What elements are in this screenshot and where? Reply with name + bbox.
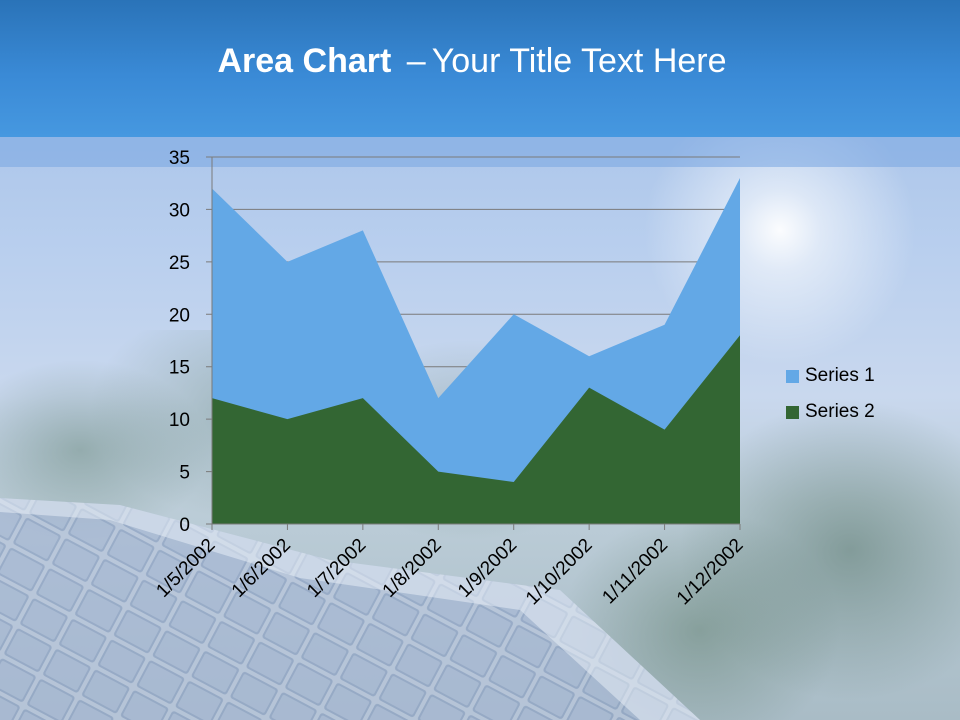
y-tick-label-5: 5: [179, 463, 190, 484]
legend-swatch-series-1: [786, 369, 799, 383]
title-separator: –: [406, 42, 426, 80]
y-tick-label-25: 25: [169, 253, 190, 274]
legend-item-series-2: Series 2: [786, 394, 875, 430]
area-series-2: [212, 335, 740, 524]
x-tick-label-7: 1/11/2002: [598, 535, 672, 609]
x-tick-label-5: 1/9/2002: [454, 535, 521, 602]
slide-title: Area Chart – Your Title Text Here: [0, 42, 944, 81]
y-tick-label-15: 15: [169, 358, 190, 379]
x-tick-label-3: 1/7/2002: [303, 535, 370, 602]
y-tick-label-20: 20: [169, 305, 190, 326]
x-tick-label-6: 1/10/2002: [522, 535, 597, 610]
y-tick-label-10: 10: [169, 410, 190, 431]
y-tick-label-30: 30: [169, 200, 190, 221]
title-rest: Your Title Text Here: [431, 42, 727, 80]
header-band: [0, 0, 960, 137]
y-tick-label-0: 0: [179, 515, 190, 536]
title-bold: Area Chart: [217, 42, 392, 80]
legend-label-series-1: Series 1: [805, 365, 875, 386]
chart-legend: Series 1 Series 2: [786, 358, 875, 430]
x-tick-label-4: 1/8/2002: [379, 535, 446, 602]
y-tick-label-35: 35: [169, 148, 190, 169]
legend-item-series-1: Series 1: [786, 358, 875, 394]
header-sub-band: [0, 137, 960, 167]
x-tick-label-8: 1/12/2002: [673, 535, 748, 610]
x-tick-label-1: 1/5/2002: [152, 535, 219, 602]
legend-label-series-2: Series 2: [805, 401, 875, 422]
x-tick-label-2: 1/6/2002: [228, 535, 295, 602]
legend-swatch-series-2: [786, 405, 799, 419]
